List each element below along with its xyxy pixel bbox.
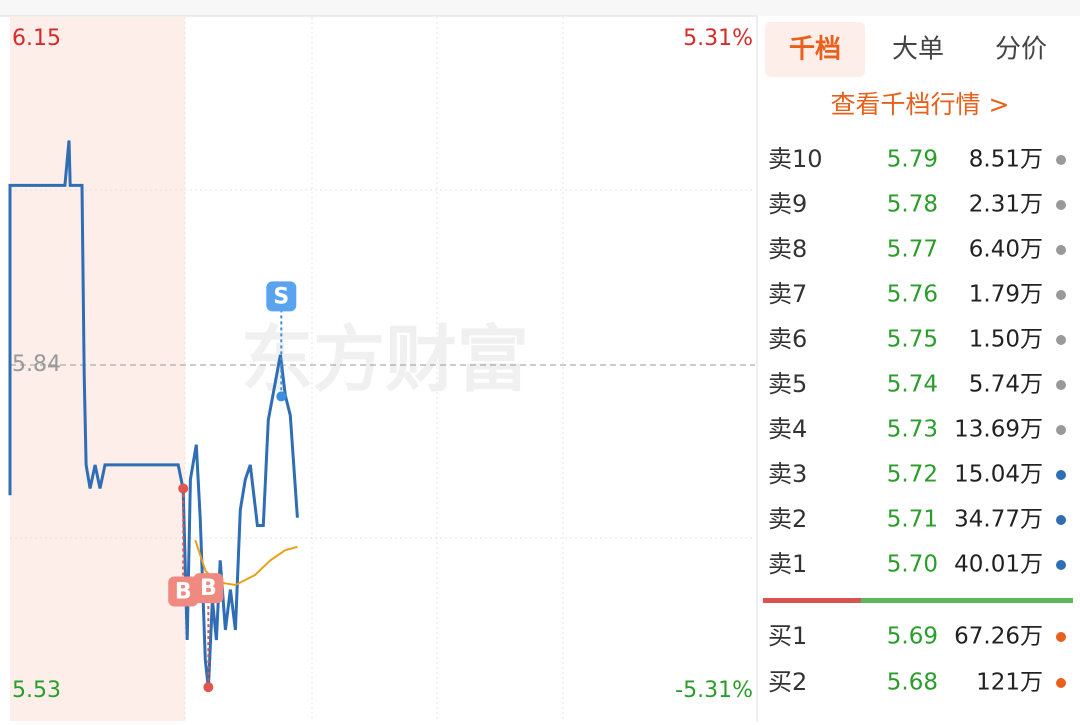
level-dot: [1056, 425, 1066, 435]
level-price: 5.76: [887, 282, 938, 308]
level-dot: [1056, 515, 1066, 525]
bid-bar: [861, 598, 1073, 603]
ask-bar: [763, 598, 861, 603]
level-dot: [1056, 632, 1066, 642]
top-strip: [0, 0, 1080, 16]
marker-badge: [266, 281, 297, 312]
tab[interactable]: 千档: [789, 35, 841, 65]
level-label: 卖10: [768, 145, 823, 173]
trade-point: [178, 483, 189, 494]
level-volume: 1.50万: [969, 327, 1043, 353]
marker-label: B: [200, 576, 217, 601]
depth-link[interactable]: 查看千档行情 >: [831, 90, 1010, 119]
marker-badge: [168, 576, 199, 607]
level-label: 买2: [768, 668, 807, 696]
y2-tick-label: 5.31%: [683, 26, 753, 51]
level-volume: 121万: [976, 670, 1043, 696]
level-volume: 40.01万: [954, 552, 1043, 578]
watermark: 东方财富: [241, 318, 529, 402]
level-price: 5.71: [887, 507, 938, 533]
level-price: 5.69: [887, 624, 938, 650]
y-tick-label: 5.53: [12, 678, 61, 703]
level-label: 卖5: [768, 370, 807, 398]
level-dot: [1056, 290, 1066, 300]
tab[interactable]: 分价: [995, 35, 1047, 65]
level-price: 5.72: [887, 462, 938, 488]
level-volume: 8.51万: [969, 147, 1043, 173]
level-dot: [1056, 470, 1066, 480]
level-volume: 6.40万: [969, 237, 1043, 263]
level-price: 5.77: [887, 237, 938, 263]
level-label: 卖9: [768, 190, 807, 218]
level-dot: [1056, 200, 1066, 210]
level-dot: [1056, 560, 1066, 570]
level-price: 5.75: [887, 327, 938, 353]
level-volume: 13.69万: [954, 417, 1043, 443]
level-price: 5.78: [887, 192, 938, 218]
level-volume: 2.31万: [969, 192, 1043, 218]
trade-point: [276, 391, 287, 402]
level-price: 5.68: [887, 670, 938, 696]
tab[interactable]: 大单: [892, 35, 944, 65]
marker-label: B: [175, 579, 192, 604]
level-label: 卖3: [768, 460, 807, 488]
level-label: 卖6: [768, 325, 807, 353]
trade-point: [203, 682, 214, 693]
level-volume: 67.26万: [954, 624, 1043, 650]
marker-label: S: [273, 284, 289, 309]
marker-badge: [193, 573, 224, 604]
pre-market-shade: [10, 17, 185, 721]
average-line: [194, 539, 298, 587]
y-tick-label: 6.15: [12, 26, 61, 51]
tab-active-bg: [765, 22, 865, 77]
level-label: 买1: [768, 622, 807, 650]
level-label: 卖2: [768, 505, 807, 533]
level-dot: [1056, 380, 1066, 390]
y2-tick-label: -5.31%: [675, 678, 753, 703]
level-label: 卖1: [768, 550, 807, 578]
level-volume: 5.74万: [969, 372, 1043, 398]
level-price: 5.79: [887, 147, 938, 173]
level-dot: [1056, 155, 1066, 165]
level-price: 5.73: [887, 417, 938, 443]
chart: 6.155.845.535.31%-5.31%SB B: [8, 26, 755, 703]
level-label: 卖4: [768, 415, 807, 443]
level-volume: 34.77万: [954, 507, 1043, 533]
level-label: 卖7: [768, 280, 807, 308]
level-dot: [1056, 245, 1066, 255]
level-dot: [1056, 678, 1066, 688]
level-dot: [1056, 335, 1066, 345]
level-label: 卖8: [768, 235, 807, 263]
level-price: 5.70: [887, 552, 938, 578]
level-volume: 1.79万: [969, 282, 1043, 308]
level-price: 5.74: [887, 372, 938, 398]
level-volume: 15.04万: [954, 462, 1043, 488]
